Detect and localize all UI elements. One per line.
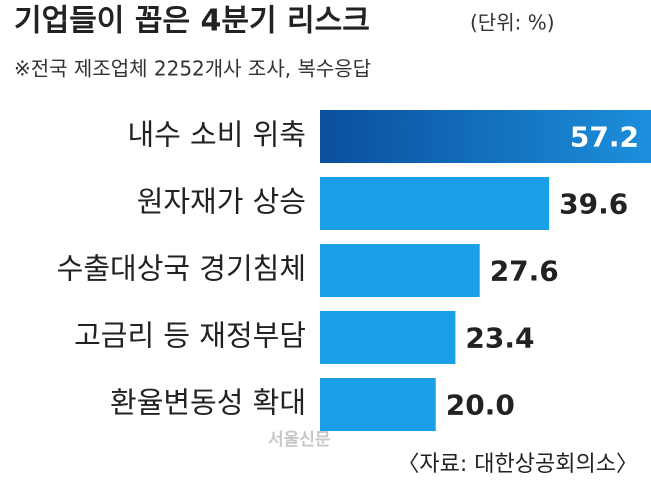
value-label: 39.6 (559, 188, 628, 221)
source: 〈자료: 대한상공회의소〉 (397, 452, 638, 477)
value-label: 27.6 (490, 255, 559, 288)
category-label: 고금리 등 재정부담 (74, 319, 306, 353)
value-label: 20.0 (446, 389, 515, 422)
watermark: 서울신문 (268, 430, 331, 450)
bar (320, 244, 480, 297)
value-label: 23.4 (465, 322, 534, 355)
bar (320, 311, 456, 364)
value-label: 57.2 (570, 121, 639, 154)
category-label: 내수 소비 위축 (127, 118, 306, 152)
chart-title: 기업들이 꼽은 4분기 리스크 (14, 4, 370, 39)
subtitle: ※전국 제조업체 2252개사 조사, 복수응답 (14, 57, 371, 81)
category-label: 환율변동성 확대 (110, 386, 306, 420)
category-label: 원자재가 상승 (137, 185, 306, 219)
category-label: 수출대상국 경기침체 (57, 252, 306, 286)
unit: (단위: %) (470, 11, 555, 35)
bar (320, 378, 436, 431)
bar (320, 177, 550, 230)
bar (320, 110, 651, 163)
